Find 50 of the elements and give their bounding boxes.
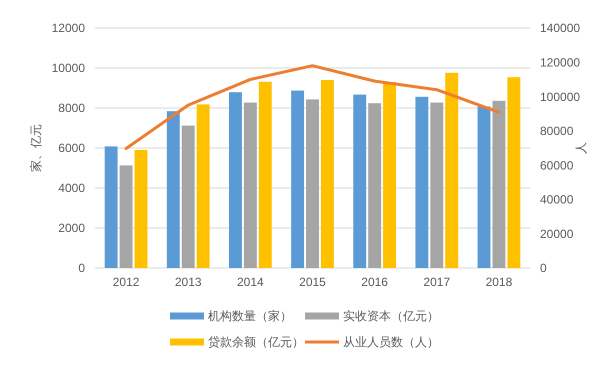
y-tick-label: 12000 [52, 21, 86, 36]
bar [415, 96, 428, 268]
y-tick-label: 0 [78, 261, 86, 276]
y2-tick-label: 20000 [540, 226, 574, 241]
y2-tick-label: 100000 [540, 90, 580, 104]
legend-label: 贷款余额（亿元） [208, 335, 304, 350]
y-tick-label: 6000 [58, 141, 86, 156]
legend-label: 机构数量（家） [208, 309, 292, 324]
x-tick-label: 2017 [423, 275, 450, 289]
y2-tick-label: 120000 [540, 55, 580, 70]
y2-tick-label: 40000 [540, 192, 574, 207]
bar [445, 72, 458, 268]
y2-tick-label: 140000 [540, 21, 580, 36]
bar [291, 90, 304, 268]
bar [166, 111, 180, 268]
bar [258, 82, 272, 268]
legend-label: 从业人员数（人） [343, 335, 439, 350]
y-tick-label: 8000 [58, 101, 86, 116]
y-tick-label: 4000 [58, 181, 86, 196]
bar [368, 103, 382, 268]
bar [353, 94, 366, 268]
x-tick-label: 2015 [299, 275, 326, 289]
bar [320, 80, 334, 268]
bar [478, 106, 490, 268]
x-tick-label: 2013 [174, 275, 202, 289]
legend-label: 实收资本（亿元） [343, 309, 439, 324]
bar [306, 99, 319, 268]
bar [383, 82, 396, 268]
bar [120, 165, 133, 268]
y2-tick-label: 60000 [540, 158, 574, 172]
y2-tick-label: 0 [540, 261, 547, 276]
x-tick-label: 2018 [486, 275, 513, 289]
y2-tick-label: 80000 [540, 124, 574, 138]
bar [507, 77, 520, 268]
bar [104, 146, 118, 268]
x-tick-label: 2012 [112, 275, 140, 289]
y-axis-title: 家、亿元 [29, 124, 43, 172]
y-tick-label: 10000 [52, 61, 86, 76]
line-series [124, 64, 500, 150]
bar [182, 126, 195, 268]
bar [196, 104, 210, 268]
x-tick-label: 2014 [237, 275, 264, 289]
bar [492, 100, 506, 268]
y-tick-label: 2000 [58, 221, 86, 236]
bar [228, 92, 242, 268]
bar [244, 102, 257, 268]
y2-axis-title: 人 [574, 142, 588, 154]
x-tick-label: 2016 [361, 275, 388, 289]
bar [430, 102, 444, 268]
bar [134, 150, 148, 268]
